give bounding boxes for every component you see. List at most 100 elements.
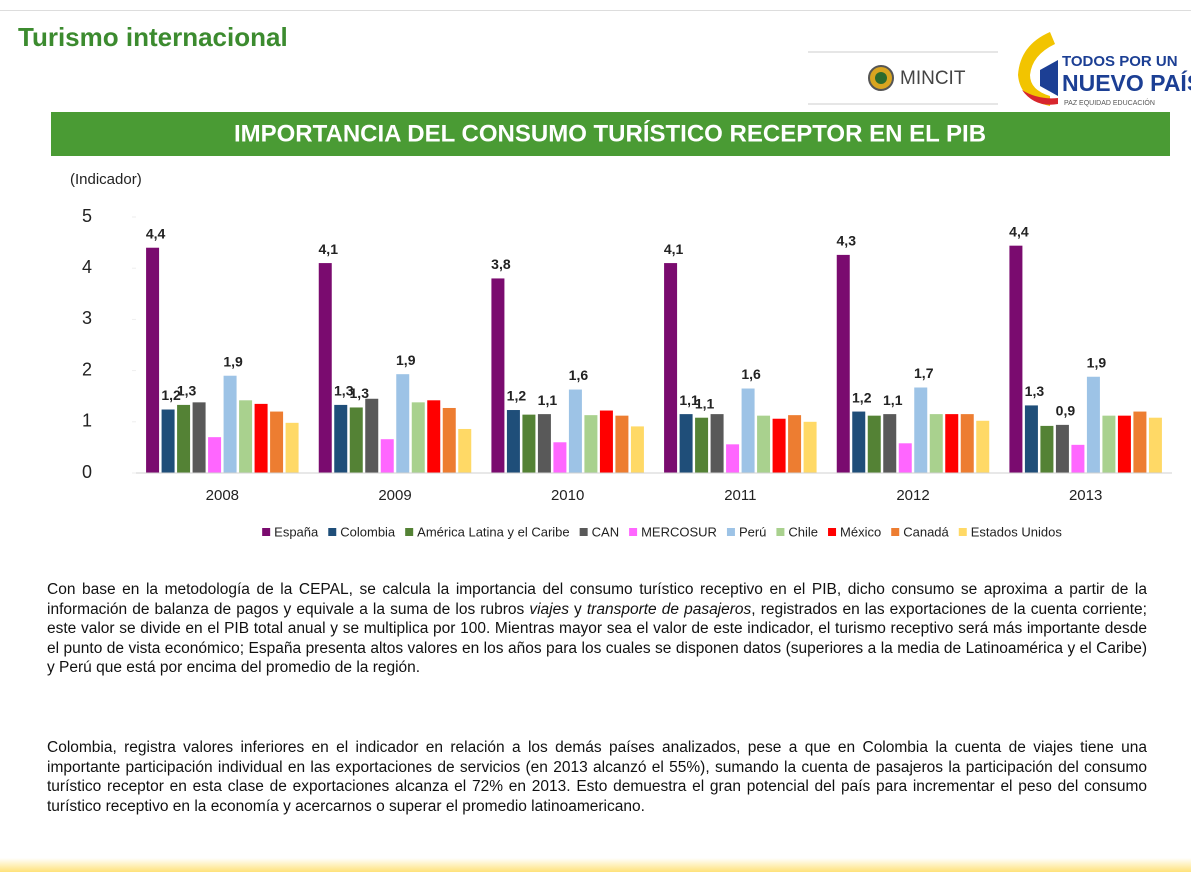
- data-label: 1,3: [334, 383, 354, 399]
- bar: [1102, 415, 1116, 473]
- data-label: 4,3: [837, 233, 857, 249]
- text: Con base en la metodología de la CEPAL, …: [47, 581, 1147, 618]
- legend-label: Chile: [788, 524, 818, 539]
- text: , registrados en las exportaciones de la…: [47, 600, 1147, 677]
- bar: [1009, 245, 1023, 473]
- data-label: 1,2: [161, 387, 181, 403]
- bar: [568, 389, 582, 473]
- y-axis-label: (Indicador): [70, 171, 142, 188]
- data-label: 1,9: [1087, 354, 1107, 370]
- data-label: 1,9: [396, 352, 416, 368]
- bar: [772, 418, 786, 473]
- data-label: 1,7: [914, 365, 934, 381]
- bar: [491, 278, 505, 473]
- bar: [1133, 411, 1147, 473]
- logos: MINCIT TODOS POR UN NUEVO PAÍS PAZ EQUID…: [808, 32, 1191, 107]
- bar: [852, 411, 866, 473]
- bar: [208, 437, 222, 473]
- bar: [506, 410, 520, 473]
- data-label: 1,6: [741, 366, 761, 382]
- bar: [664, 263, 678, 473]
- legend-label: México: [840, 524, 881, 539]
- data-label: 4,4: [146, 225, 166, 241]
- bar: [960, 414, 974, 473]
- legend-swatch: [891, 528, 900, 536]
- data-label: 1,1: [538, 392, 558, 408]
- x-tick-label: 2008: [206, 487, 239, 504]
- x-tick-label: 2012: [896, 487, 929, 504]
- y-tick-label: 0: [82, 462, 92, 482]
- top-rule: [0, 10, 1191, 11]
- legend-label: América Latina y el Caribe: [417, 524, 569, 539]
- x-tick-label: 2011: [724, 487, 756, 504]
- chart: IMPORTANCIA DEL CONSUMO TURÍSTICO RECEPT…: [51, 112, 1172, 539]
- legend-label: Colombia: [340, 524, 396, 539]
- bar: [630, 426, 644, 473]
- bar: [458, 428, 472, 473]
- data-label: 1,6: [569, 367, 589, 383]
- data-label: 1,3: [350, 385, 370, 401]
- chart-banner: [51, 112, 1170, 156]
- bar: [254, 403, 268, 473]
- bar: [239, 400, 253, 473]
- bar: [615, 415, 629, 473]
- y-tick-label: 1: [82, 411, 92, 431]
- logo-text: PAZ EQUIDAD EDUCACIÓN: [1064, 98, 1155, 107]
- bar: [285, 422, 299, 473]
- data-label: 4,1: [664, 241, 684, 257]
- legend-label: Canadá: [903, 524, 949, 539]
- data-label: 4,1: [319, 241, 339, 257]
- logo-shape: [1040, 60, 1058, 96]
- emblem: [875, 72, 887, 84]
- data-label: 1,2: [507, 388, 527, 404]
- logo-shape: [1022, 90, 1058, 105]
- bar: [177, 404, 191, 473]
- bar: [710, 414, 724, 473]
- bar: [757, 415, 771, 473]
- y-tick-label: 3: [82, 308, 92, 328]
- bar: [741, 388, 755, 473]
- x-tick-label: 2013: [1069, 487, 1102, 504]
- bar: [146, 247, 160, 473]
- bar: [427, 400, 441, 473]
- bar: [695, 417, 709, 473]
- legend-swatch: [629, 528, 638, 536]
- legend-swatch: [776, 528, 785, 536]
- data-label: 1,1: [695, 395, 715, 411]
- bar: [553, 442, 567, 473]
- y-tick-label: 2: [82, 359, 92, 379]
- legend-swatch: [958, 528, 967, 536]
- bar: [883, 414, 897, 473]
- bar: [318, 263, 332, 473]
- bar: [522, 414, 536, 473]
- x-tick-label: 2009: [378, 487, 411, 504]
- bar: [867, 415, 881, 473]
- page-title: Turismo internacional: [18, 22, 288, 52]
- paragraph: Con base en la metodología de la CEPAL, …: [47, 580, 1147, 678]
- legend-swatch: [405, 528, 414, 536]
- bar: [584, 415, 598, 473]
- bar: [898, 443, 912, 473]
- bar: [537, 414, 551, 473]
- y-tick-label: 4: [82, 257, 92, 277]
- text: y: [568, 600, 587, 618]
- data-label: 1,1: [679, 392, 699, 408]
- x-tick-label: 2010: [551, 487, 584, 504]
- bar: [161, 409, 175, 473]
- bar: [270, 411, 284, 473]
- bar: [836, 254, 850, 473]
- bar: [1055, 424, 1069, 473]
- bar: [365, 398, 379, 473]
- bar: [1117, 415, 1131, 473]
- logo-text: MINCIT: [900, 68, 966, 89]
- legend-swatch: [262, 528, 271, 536]
- footer-band: [0, 858, 1191, 872]
- legend-swatch: [579, 528, 588, 536]
- paragraph: Colombia, registra valores inferiores en…: [47, 739, 1147, 815]
- logo-shape: [1018, 32, 1055, 106]
- data-label: 3,8: [491, 256, 511, 272]
- data-label: 1,3: [177, 383, 197, 399]
- logo-text: NUEVO PAÍS: [1062, 69, 1191, 96]
- legend-label: MERCOSUR: [641, 524, 717, 539]
